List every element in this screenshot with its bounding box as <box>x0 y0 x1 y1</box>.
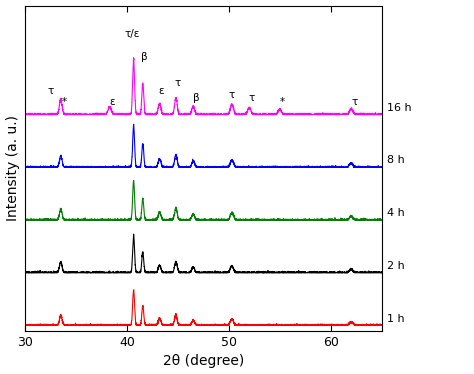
Text: τ: τ <box>248 94 255 103</box>
Text: ε: ε <box>109 97 115 107</box>
Text: β: β <box>193 94 200 103</box>
X-axis label: 2θ (degree): 2θ (degree) <box>163 355 244 368</box>
Text: τ/ε: τ/ε <box>124 30 140 39</box>
Text: τ: τ <box>229 90 235 99</box>
Text: ε: ε <box>159 86 164 96</box>
Text: *: * <box>279 97 284 107</box>
Text: β: β <box>141 52 147 62</box>
Text: 2 h: 2 h <box>387 261 404 271</box>
Text: *: * <box>61 97 66 107</box>
Text: 1 h: 1 h <box>387 313 404 324</box>
Text: τ: τ <box>175 78 181 88</box>
Text: τ: τ <box>47 86 54 96</box>
Y-axis label: Intensity (a. u.): Intensity (a. u.) <box>6 115 19 221</box>
Text: 16 h: 16 h <box>387 103 411 113</box>
Text: 4 h: 4 h <box>387 208 404 218</box>
Text: 8 h: 8 h <box>387 156 404 165</box>
Text: τ: τ <box>351 97 357 107</box>
